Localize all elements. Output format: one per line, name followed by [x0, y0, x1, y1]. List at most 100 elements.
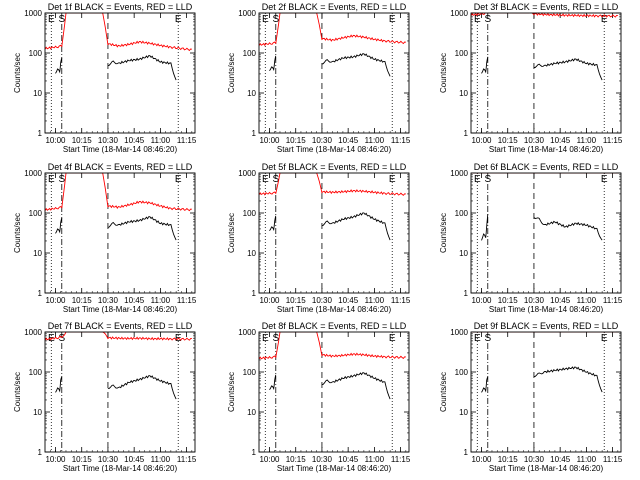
red-series-line [259, 173, 406, 196]
y-tick-label: 100 [243, 49, 257, 58]
marker-label-e: E [48, 174, 55, 185]
y-tick-label: 1000 [24, 328, 42, 337]
marker-label-e: E [389, 174, 396, 185]
red-series-line [45, 332, 192, 341]
x-tick-label: 10:30 [98, 136, 119, 145]
x-tick-label: 11:00 [577, 455, 597, 464]
marker-label-e: E [175, 174, 182, 185]
y-tick-label: 1 [252, 129, 257, 138]
x-tick-label: 10:30 [98, 296, 119, 305]
x-tick-label: 10:00 [471, 296, 492, 305]
panel-title: Det 9f BLACK = Events, RED = LLD [474, 321, 619, 331]
marker-label-e: E [474, 333, 481, 344]
y-tick-label: 1 [38, 129, 43, 138]
x-tick-label: 11:00 [365, 136, 385, 145]
marker-label-e: E [48, 14, 55, 25]
panel-frame [258, 331, 410, 453]
panel-title: Det 7f BLACK = Events, RED = LLD [48, 321, 193, 331]
x-tick-label: 10:00 [45, 136, 66, 145]
panel-frame [470, 12, 622, 134]
y-tick-label: 100 [455, 368, 469, 377]
panel-title: Det 3f BLACK = Events, RED = LLD [474, 2, 619, 12]
panel-data [259, 173, 406, 241]
marker-label-e: E [389, 333, 396, 344]
x-tick-label: 10:00 [45, 455, 66, 464]
y-tick-label: 100 [29, 368, 43, 377]
y-tick-label: 100 [455, 49, 469, 58]
x-tick-label: 10:45 [338, 296, 359, 305]
black-series-line [269, 215, 277, 232]
x-axis-label: Start Time (18-Mar-14 08:46:20) [63, 305, 178, 314]
panel-frame [44, 172, 196, 294]
x-tick-label: 10:00 [259, 296, 280, 305]
marker-label-e: E [175, 14, 182, 25]
panel-7: Det 7f BLACK = Events, RED = LLD 1 10 100 10… [13, 321, 197, 473]
y-tick-label: 100 [455, 209, 469, 218]
x-tick-label: 10:15 [286, 296, 307, 305]
y-tick-label: 1000 [24, 9, 42, 18]
black-series-line [107, 375, 177, 400]
y-tick-label: 10 [33, 249, 42, 258]
y-tick-label: 100 [29, 209, 43, 218]
red-series-line [45, 173, 192, 212]
black-series-line [55, 217, 63, 234]
y-axis-label: Counts/sec [439, 213, 448, 253]
panel-8: Det 8f BLACK = Events, RED = LLD 1 10 100 10… [227, 321, 411, 473]
panel-data [259, 13, 406, 77]
panel-title: Det 8f BLACK = Events, RED = LLD [262, 321, 407, 331]
y-axis-label: Counts/sec [227, 213, 236, 253]
x-tick-label: 10:45 [338, 455, 359, 464]
x-tick-label: 10:00 [471, 455, 492, 464]
marker-label-s: S [272, 174, 279, 185]
panel-data [45, 332, 192, 400]
black-series-line [481, 376, 489, 393]
marker-label-s: S [484, 333, 491, 344]
x-tick-label: 11:00 [577, 136, 597, 145]
x-tick-label: 10:45 [550, 455, 571, 464]
panel-frame [44, 12, 196, 134]
y-tick-label: 10 [459, 249, 468, 258]
y-tick-label: 1 [252, 448, 257, 457]
x-axis-label: Start Time (18-Mar-14 08:46:20) [277, 305, 392, 314]
panel-6: Det 6f BLACK = Events, RED = LLD 1 10 100 10… [439, 162, 623, 314]
panel-2: Det 2f BLACK = Events, RED = LLD 1 10 100 10… [227, 2, 411, 154]
panel-title: Det 4f BLACK = Events, RED = LLD [48, 162, 193, 172]
x-axis-label: Start Time (18-Mar-14 08:46:20) [63, 464, 178, 473]
panel-title: Det 2f BLACK = Events, RED = LLD [262, 2, 407, 12]
red-series-line [259, 332, 406, 360]
panel-frame [470, 331, 622, 453]
black-series-line [321, 53, 391, 77]
marker-label-e: E [601, 333, 608, 344]
panel-title: Det 5f BLACK = Events, RED = LLD [262, 162, 407, 172]
x-axis-label: Start Time (18-Mar-14 08:46:20) [489, 305, 604, 314]
x-tick-label: 11:15 [603, 455, 623, 464]
y-tick-label: 1000 [24, 169, 42, 178]
black-series-line [533, 217, 603, 241]
marker-label-s: S [58, 174, 65, 185]
y-tick-label: 1000 [450, 328, 468, 337]
marker-label-e: E [262, 333, 269, 344]
panel-frame [44, 331, 196, 453]
x-tick-label: 10:15 [498, 296, 519, 305]
x-tick-label: 10:45 [550, 136, 571, 145]
marker-label-e: E [474, 14, 481, 25]
x-tick-label: 10:30 [312, 296, 333, 305]
y-tick-label: 1 [252, 289, 257, 298]
black-series-line [481, 56, 489, 74]
y-tick-label: 1 [464, 289, 469, 298]
red-series-line [45, 13, 192, 52]
x-tick-label: 10:00 [259, 136, 280, 145]
black-series-line [269, 55, 277, 72]
x-tick-label: 11:15 [603, 136, 623, 145]
panel-data [45, 173, 192, 241]
panel-4: Det 4f BLACK = Events, RED = LLD 1 10 100 10… [13, 162, 197, 314]
x-tick-label: 10:45 [124, 136, 145, 145]
x-tick-label: 10:45 [550, 296, 571, 305]
panel-1: Det 1f BLACK = Events, RED = LLD 1 10 100 10… [13, 2, 197, 154]
x-tick-label: 11:15 [177, 455, 197, 464]
panel-data [259, 332, 406, 400]
y-axis-label: Counts/sec [439, 53, 448, 93]
marker-label-e: E [601, 174, 608, 185]
panel-9: Det 9f BLACK = Events, RED = LLD 1 10 100 10… [439, 321, 623, 473]
